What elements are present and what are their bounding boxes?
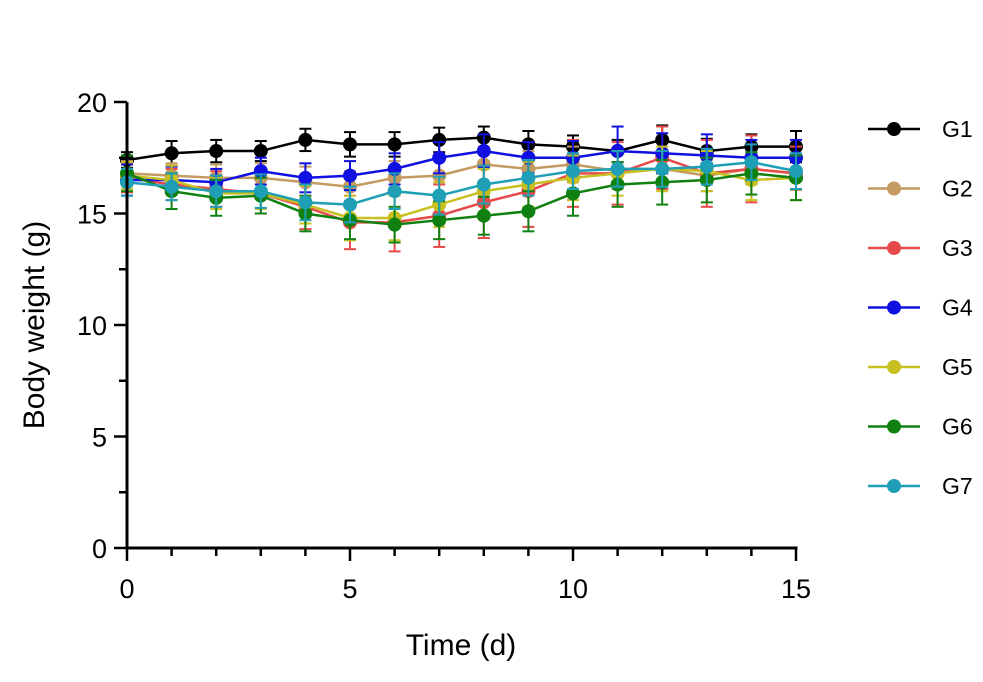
series-g4	[120, 125, 803, 197]
series-g7	[120, 143, 803, 224]
data-point	[476, 177, 491, 192]
legend-label: G7	[942, 473, 973, 499]
data-point	[610, 161, 625, 176]
legend-label: G3	[942, 235, 973, 261]
data-point	[432, 188, 447, 203]
data-point	[789, 164, 803, 179]
data-point	[387, 184, 402, 199]
legend-item-g2: G2	[868, 176, 973, 202]
data-point	[699, 159, 714, 174]
data-point	[343, 168, 357, 183]
data-point	[164, 179, 179, 194]
data-point	[476, 208, 491, 223]
series-line	[126, 136, 796, 162]
legend-label: G2	[942, 176, 973, 202]
data-point	[343, 137, 357, 152]
data-point	[387, 217, 402, 232]
x-tick-label: 5	[342, 574, 357, 604]
legend-marker	[887, 479, 901, 493]
data-point	[566, 164, 580, 179]
data-point	[164, 146, 179, 161]
legend-marker	[887, 300, 901, 315]
data-point	[209, 144, 224, 159]
series-g1	[120, 124, 803, 169]
legend-marker	[887, 419, 901, 434]
data-point	[655, 161, 670, 176]
plot-series	[120, 124, 803, 253]
legend-label: G4	[942, 295, 973, 321]
x-axis-title: Time (d)	[406, 629, 517, 662]
legend-label: G1	[942, 116, 973, 142]
y-tick-label: 10	[77, 311, 107, 341]
axes: 0 5 10 15 0 5 10 15 20	[77, 88, 811, 604]
y-axis-title: Body weight (g)	[18, 221, 51, 429]
legend-item-g1: G1	[868, 116, 973, 142]
legend-item-g7: G7	[868, 473, 973, 499]
series-line	[127, 149, 796, 184]
data-point	[253, 144, 268, 159]
legend-marker	[887, 241, 901, 255]
legend-item-g6: G6	[868, 414, 973, 440]
data-point	[387, 137, 402, 152]
data-point	[432, 213, 447, 228]
data-point	[432, 168, 447, 183]
data-point	[298, 132, 313, 147]
legend: G1 G2 G3 G4 G5 G6 G7	[868, 116, 973, 499]
data-point	[298, 170, 313, 185]
y-tick-label: 20	[77, 88, 107, 118]
data-point	[432, 132, 447, 147]
series-line	[126, 167, 797, 220]
y-tick-label: 15	[77, 200, 107, 230]
legend-marker	[887, 122, 901, 136]
legend-item-g4: G4	[868, 295, 973, 321]
data-point	[253, 184, 268, 199]
data-point	[298, 195, 313, 210]
x-tick-label: 15	[781, 574, 811, 604]
x-tick-label: 0	[119, 574, 134, 604]
legend-marker	[887, 360, 901, 374]
data-point	[432, 150, 447, 165]
series-line	[126, 172, 797, 226]
x-tick-label: 10	[558, 574, 588, 604]
series-line	[126, 160, 797, 206]
legend-item-g5: G5	[868, 354, 973, 380]
legend-label: G5	[942, 354, 973, 380]
data-point	[521, 204, 536, 219]
legend-label: G6	[942, 414, 973, 440]
legend-marker	[887, 181, 901, 196]
y-tick-label: 5	[92, 423, 107, 453]
data-point	[476, 144, 491, 159]
data-point	[343, 197, 357, 212]
data-point	[521, 170, 536, 185]
legend-item-g3: G3	[868, 235, 973, 261]
y-tick-label: 0	[92, 534, 107, 564]
data-point	[209, 184, 224, 199]
data-point	[744, 155, 759, 170]
